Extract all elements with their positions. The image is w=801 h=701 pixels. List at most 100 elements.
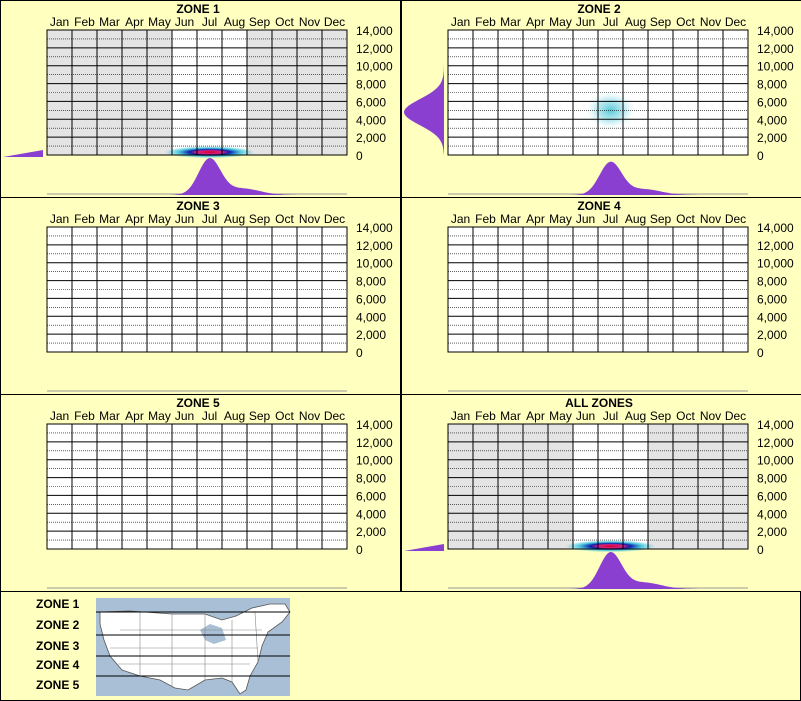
month-label-may: May: [549, 212, 572, 226]
month-label-jan: Jan: [451, 409, 470, 423]
month-label-may: May: [148, 15, 171, 29]
chart-title: ALL ZONES: [565, 396, 633, 410]
chart-title: ZONE 4: [577, 199, 621, 213]
y-tick-label: 10,000: [356, 454, 393, 468]
month-label-jan: Jan: [451, 15, 470, 29]
heat-hotspot: [164, 146, 255, 159]
y-tick-label: 2,000: [356, 328, 386, 342]
month-label-oct: Oct: [275, 409, 294, 423]
y-tick-label: 0: [356, 346, 363, 360]
month-label-mar: Mar: [99, 15, 120, 29]
month-label-sep: Sep: [650, 212, 672, 226]
y-tick-label: 12,000: [356, 42, 393, 56]
month-distribution-curve: [448, 161, 748, 195]
month-label-jul: Jul: [603, 409, 618, 423]
month-label-mar: Mar: [99, 409, 120, 423]
great-lakes: [200, 624, 226, 644]
month-label-nov: Nov: [299, 212, 320, 226]
y-tick-label: 12,000: [356, 436, 393, 450]
shaded-month-dec: [723, 424, 748, 549]
y-tick-label: 2,000: [356, 525, 386, 539]
shaded-month-feb: [72, 30, 97, 155]
month-label-apr: Apr: [125, 212, 144, 226]
month-label-may: May: [148, 212, 171, 226]
month-label-jun: Jun: [175, 409, 194, 423]
month-label-sep: Sep: [249, 15, 271, 29]
plot-frame: [46, 226, 348, 353]
month-label-jan: Jan: [50, 212, 69, 226]
shaded-month-apr: [523, 424, 548, 549]
month-label-oct: Oct: [275, 212, 294, 226]
month-label-may: May: [549, 409, 572, 423]
month-label-feb: Feb: [74, 409, 95, 423]
y-tick-label: 12,000: [356, 239, 393, 253]
month-label-nov: Nov: [299, 15, 320, 29]
month-label-jan: Jan: [451, 212, 470, 226]
month-label-mar: Mar: [500, 212, 521, 226]
month-label-apr: Apr: [526, 409, 545, 423]
month-label-feb: Feb: [74, 212, 95, 226]
month-label-aug: Aug: [625, 212, 646, 226]
month-label-feb: Feb: [74, 15, 95, 29]
shaded-month-dec: [322, 30, 347, 155]
month-distribution-curve: [47, 158, 347, 195]
y-tick-label: 4,000: [356, 507, 386, 521]
y-tick-label: 4,000: [356, 113, 386, 127]
month-label-aug: Aug: [224, 212, 245, 226]
y-tick-label: 14,000: [356, 418, 393, 432]
chart-panel-4: ZONE 4 Jan Feb Mar Apr May Jun Jul Aug Sep Oct Nov D…: [447, 199, 794, 392]
month-label-jun: Jun: [576, 15, 595, 29]
month-distribution-curve: [448, 552, 748, 589]
y-tick-label: 14,000: [757, 24, 794, 38]
chart-title: ZONE 2: [577, 2, 621, 16]
month-label-aug: Aug: [625, 15, 646, 29]
month-label-oct: Oct: [676, 15, 695, 29]
month-label-sep: Sep: [650, 15, 672, 29]
elevation-distribution-curve: [404, 544, 444, 551]
month-label-feb: Feb: [475, 409, 496, 423]
y-tick-label: 8,000: [356, 78, 386, 92]
month-label-feb: Feb: [475, 15, 496, 29]
y-tick-label: 2,000: [757, 525, 787, 539]
month-label-sep: Sep: [249, 409, 271, 423]
month-label-jul: Jul: [202, 409, 217, 423]
month-label-nov: Nov: [700, 212, 721, 226]
month-label-may: May: [148, 409, 171, 423]
y-tick-label: 0: [356, 149, 363, 163]
month-label-jul: Jul: [603, 15, 618, 29]
y-tick-label: 10,000: [356, 257, 393, 271]
y-tick-label: 2,000: [757, 328, 787, 342]
shaded-month-oct: [272, 30, 297, 155]
y-tick-label: 10,000: [757, 257, 794, 271]
chart-panel-1: ZONE 1 Jan Feb Mar Apr May Jun Jul Aug Sep Oct Nov D…: [3, 2, 393, 195]
plot-frame: [46, 29, 348, 156]
y-tick-label: 8,000: [757, 78, 787, 92]
month-label-feb: Feb: [475, 212, 496, 226]
y-tick-label: 14,000: [757, 221, 794, 235]
plot-frame: [46, 423, 348, 550]
y-tick-label: 6,000: [356, 292, 386, 306]
legend-zone-4: ZONE 4: [36, 658, 80, 672]
plot-frame: [447, 226, 749, 353]
y-tick-label: 4,000: [757, 507, 787, 521]
y-tick-label: 0: [757, 149, 764, 163]
legend-zone-5: ZONE 5: [36, 678, 80, 692]
y-tick-label: 8,000: [757, 472, 787, 486]
month-label-jan: Jan: [50, 15, 69, 29]
month-label-mar: Mar: [500, 409, 521, 423]
chart-panel-5: ZONE 5 Jan Feb Mar Apr May Jun Jul Aug Sep Oct Nov D…: [46, 396, 393, 589]
elevation-distribution-curve: [404, 30, 444, 155]
month-label-jun: Jun: [175, 15, 194, 29]
y-tick-label: 14,000: [356, 24, 393, 38]
y-tick-label: 6,000: [757, 95, 787, 109]
y-tick-label: 12,000: [757, 42, 794, 56]
month-label-jun: Jun: [175, 212, 194, 226]
month-label-may: May: [549, 15, 572, 29]
y-tick-label: 4,000: [757, 113, 787, 127]
month-label-jun: Jun: [576, 409, 595, 423]
y-tick-label: 10,000: [757, 60, 794, 74]
month-label-aug: Aug: [224, 15, 245, 29]
month-label-oct: Oct: [275, 15, 294, 29]
y-tick-label: 0: [757, 543, 764, 557]
month-label-jun: Jun: [576, 212, 595, 226]
